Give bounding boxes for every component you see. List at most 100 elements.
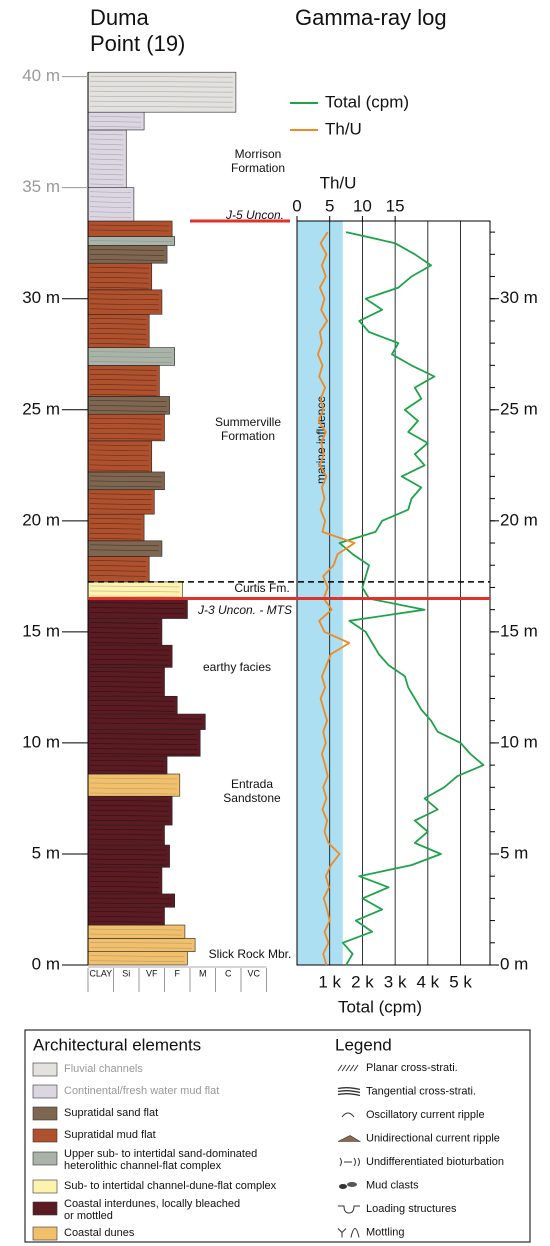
bed-lamina [89,379,157,381]
bed [87,893,175,908]
bed-lamina [89,417,162,420]
bed-lamina [89,249,165,251]
legend-label: Supratidal sand flat [64,1107,158,1119]
annotation: J-3 Uncon. - MTS [197,603,292,617]
bed [87,187,135,222]
bed-lamina [89,522,142,525]
bed-lamina [89,75,233,78]
x2-tick-label: 5 [325,196,334,215]
icon-stroke [337,1087,361,1091]
bed-lamina [89,437,162,440]
bed-lamina [89,897,172,900]
bed-lamina [89,293,159,296]
legend-title: Architectural elements [33,1035,201,1054]
bed-lamina [89,454,149,457]
bed-lamina [89,259,165,261]
legend-label: Tangential cross-strati. [366,1085,476,1097]
grain-label: VC [247,968,260,978]
bed-lamina [89,764,165,767]
annotation: Formation [231,161,285,175]
bed-lamina [89,422,162,425]
column-title: Point (19) [90,31,185,56]
bed-lamina [89,709,175,712]
bed-lamina [89,933,182,936]
bed-lamina [89,782,177,785]
bed-lamina [89,100,233,103]
annotation: Formation [221,429,275,443]
bed-lamina [89,337,147,340]
grain-label: Si [122,968,130,978]
annotation: J-5 Uncon. [225,208,284,222]
bed-lamina [89,281,149,284]
legend-label: Supratidal mud flat [64,1129,156,1141]
bed-lamina [89,469,149,472]
bed-lamina [89,787,177,790]
bed-lamina [89,915,162,918]
bed-lamina [89,653,170,656]
legend-label: Sub- to intertidal channel-dune-flat com… [64,1180,277,1192]
x2-tick-label: 15 [386,196,405,215]
bed-lamina [89,532,142,535]
bed-lamina [89,642,159,644]
y-tick-label: 15 m [500,621,538,640]
bed-lamina [89,449,149,452]
x-tick-label: 4 k [417,972,440,991]
bed-lamina [89,637,159,639]
bed-lamina [89,804,170,807]
bed-lamina [89,733,198,735]
bed [87,489,155,515]
icon-stroke [353,1157,356,1167]
bed-lamina [89,590,180,593]
icon-stroke [341,1112,355,1118]
bed-lamina [89,400,167,402]
bed-lamina [89,717,203,720]
legend-icon [339,1157,360,1167]
annotation: Curtis Fm. [234,581,289,595]
bed-lamina [89,858,167,861]
y-tick-label: 25 m [22,399,60,418]
legend-label: Loading structures [366,1203,457,1215]
bed-lamina [89,115,142,118]
bed-lamina [89,216,131,218]
legend-icon [339,1182,357,1189]
bed-lamina [89,178,124,181]
bed-lamina [89,942,193,944]
bed-lamina [89,814,170,817]
bed-lamina [89,308,159,311]
grain-label: M [199,968,207,978]
bed-lamina [89,875,159,878]
bed-lamina [89,498,152,501]
bed-lamina [89,405,167,407]
bed-lamina [89,351,172,353]
icon-stroke [350,1227,360,1238]
bed [87,729,201,757]
bed-lamina [89,517,142,520]
bed-lamina [89,570,147,572]
bed-lamina [89,80,233,83]
legend-label: Coastal dunes [64,1227,135,1239]
y-tick-label: 0 m [500,954,528,973]
legend-label: Mottling [366,1226,405,1238]
bed-lamina [89,663,170,666]
bed-lamina [89,627,159,629]
annotation: Summerville [215,415,281,429]
bed-lamina [89,138,124,141]
bed [87,540,163,557]
annotation: Slick Rock Mbr. [209,947,292,961]
bed-lamina [89,271,149,274]
bed-lamina [89,332,147,335]
x-tick-label: 2 k [351,972,374,991]
bed-lamina [89,676,162,678]
y-tick-label: 15 m [22,621,60,640]
bed-lamina [89,286,149,289]
legend-icon [337,1227,360,1238]
y-tick-label: 30 m [22,288,60,307]
legend-label: or mottled [64,1210,113,1222]
bed-lamina [89,298,159,301]
legend-label: Mud clasts [366,1179,419,1191]
grain-label: F [175,968,181,978]
bed-lamina [89,485,162,488]
icon-stroke [345,1064,351,1072]
bed-lamina [89,493,152,496]
annotation: Entrada [231,777,273,791]
